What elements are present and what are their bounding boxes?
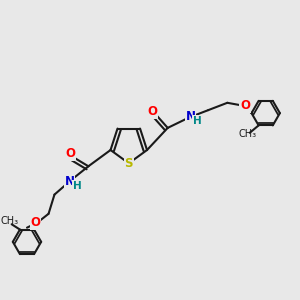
Text: O: O — [240, 99, 250, 112]
Text: CH₃: CH₃ — [238, 129, 256, 139]
Text: O: O — [31, 216, 41, 229]
Text: H: H — [193, 116, 202, 125]
Text: S: S — [124, 157, 133, 170]
Text: O: O — [147, 105, 157, 118]
Text: CH₃: CH₃ — [0, 216, 18, 226]
Text: O: O — [66, 147, 76, 161]
Text: N: N — [185, 110, 195, 123]
Text: N: N — [65, 175, 75, 188]
Text: H: H — [73, 181, 82, 191]
